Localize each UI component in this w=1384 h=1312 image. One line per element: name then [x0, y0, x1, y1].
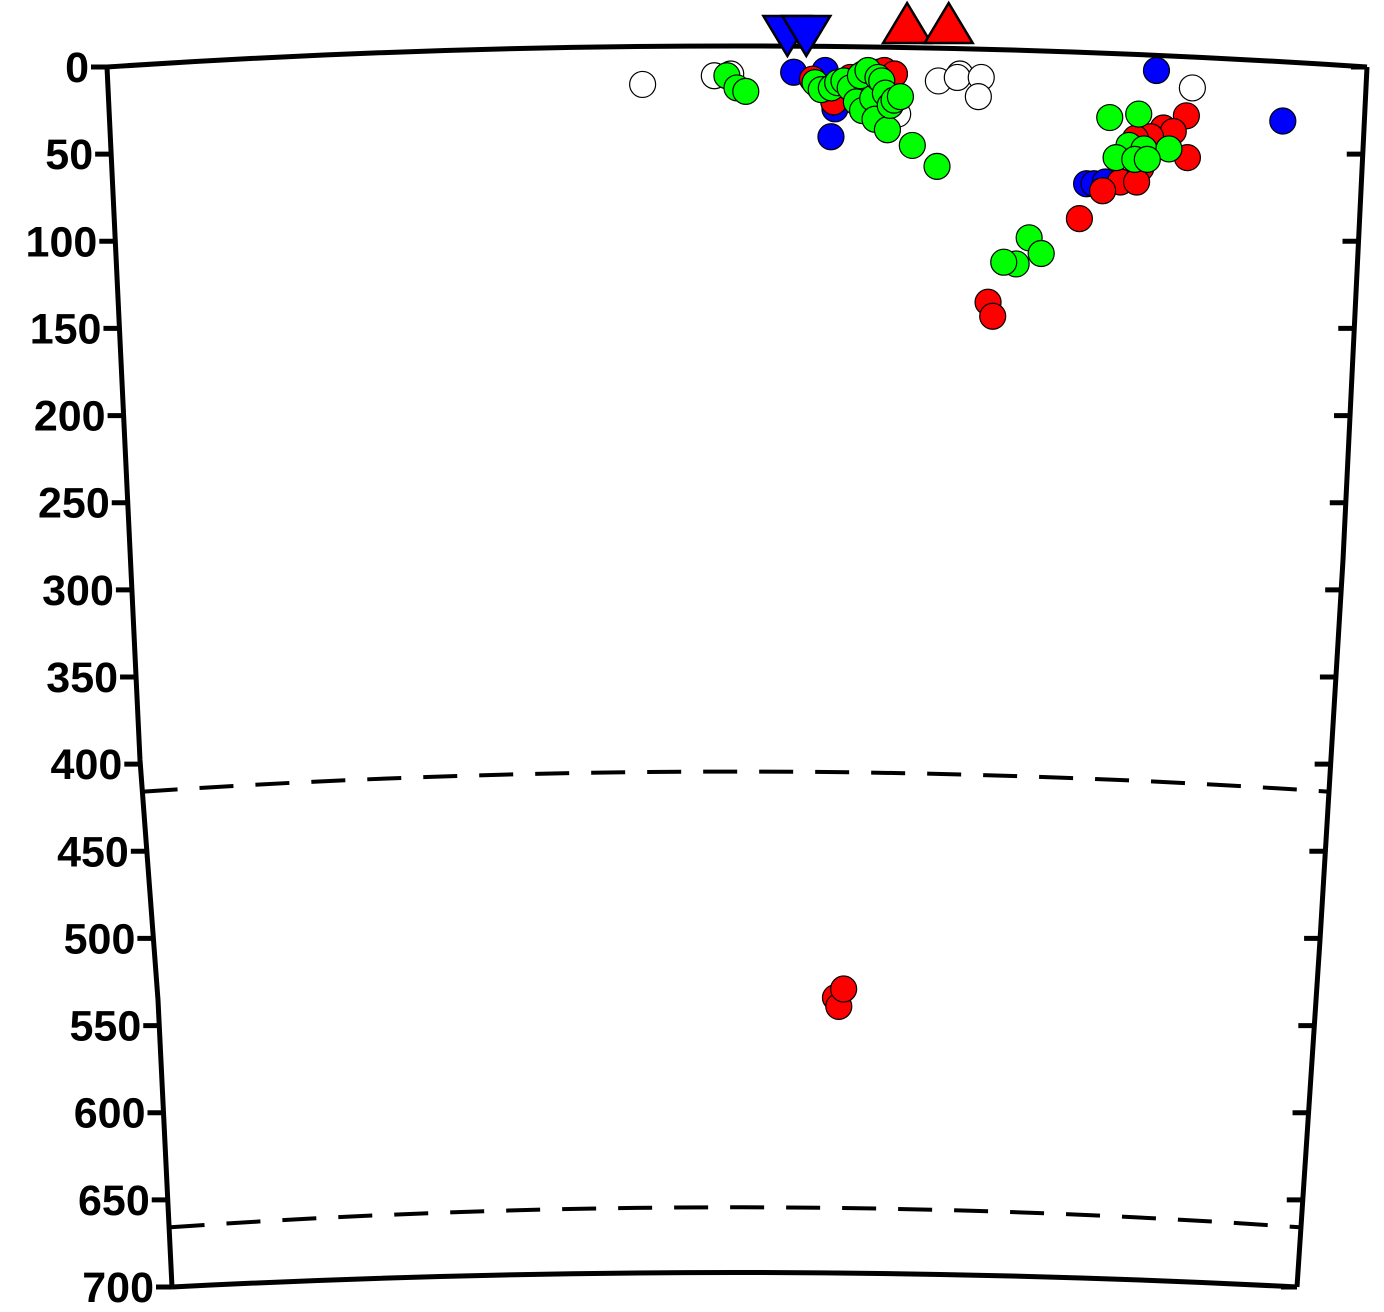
data-points — [629, 56, 1297, 1021]
frame-top-edge — [106, 43, 1368, 70]
y-tick-label-600: 600 — [74, 1090, 146, 1138]
y-tick-label-450: 450 — [57, 828, 129, 876]
data-point-3-31 — [1133, 145, 1161, 173]
y-tick-label-50: 50 — [45, 131, 93, 179]
triangle-up-marker-3 — [922, 0, 975, 45]
triangle-up-marker-2 — [880, 0, 934, 45]
y-tick-label-150: 150 — [30, 305, 102, 353]
data-point-0-0 — [629, 70, 657, 99]
data-point-3-25 — [1125, 100, 1153, 128]
y-axis-ticks: 0 50 100 150 200 250 300 350 400 450 500 550 600 650 7… — [26, 44, 1367, 1312]
data-point-3-35 — [990, 248, 1018, 276]
data-point-0-8 — [964, 83, 992, 111]
data-point-3-24 — [1096, 103, 1124, 132]
data-point-1-3 — [817, 123, 845, 151]
data-point-2-20 — [1089, 177, 1117, 205]
reference-line-660 — [170, 1205, 1300, 1230]
triangle-down-marker-1 — [780, 14, 833, 59]
plot-frame — [104, 43, 1370, 1290]
y-tick-label-300: 300 — [42, 567, 114, 615]
y-tick-label-100: 100 — [26, 218, 98, 266]
y-tick-label-500: 500 — [64, 915, 136, 963]
frame-bottom-edge — [171, 1270, 1298, 1290]
data-point-1-5 — [1269, 107, 1297, 135]
y-tick-label-200: 200 — [34, 393, 106, 441]
y-tick-label-0: 0 — [65, 44, 89, 92]
y-tick-label-650: 650 — [78, 1177, 150, 1225]
data-point-3-23 — [923, 152, 951, 180]
y-tick-label-550: 550 — [69, 1003, 141, 1051]
data-point-3-33 — [1027, 239, 1055, 268]
data-point-2-23 — [979, 302, 1007, 330]
y-tick-label-700: 700 — [82, 1264, 154, 1312]
data-point-3-21 — [886, 83, 915, 111]
surface-markers — [761, 0, 975, 59]
reference-lines — [143, 769, 1328, 1230]
data-point-0-11 — [1178, 74, 1206, 102]
data-point-3-22 — [898, 131, 926, 160]
data-point-1-4 — [1142, 56, 1171, 85]
y-tick-label-350: 350 — [46, 654, 118, 702]
data-point-2-26 — [830, 975, 858, 1003]
data-point-3-2 — [732, 77, 760, 106]
data-point-2-19 — [1122, 168, 1151, 196]
data-point-3-18 — [873, 116, 902, 144]
y-tick-label-400: 400 — [51, 741, 123, 789]
y-tick-label-250: 250 — [38, 480, 110, 528]
reference-line-410 — [143, 769, 1328, 794]
data-point-2-21 — [1065, 205, 1094, 233]
data-point-0-6 — [943, 63, 971, 92]
